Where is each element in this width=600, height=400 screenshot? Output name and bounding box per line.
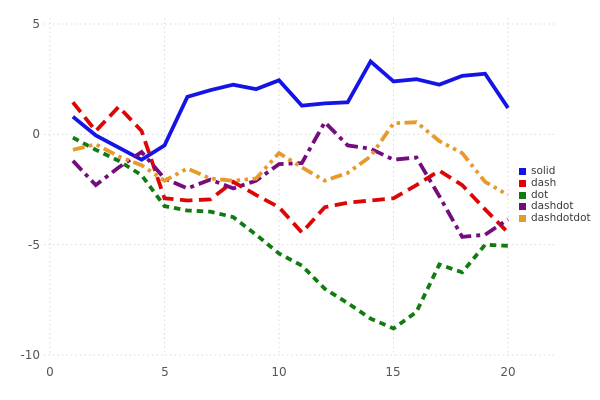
legend-label-dash: dash bbox=[531, 177, 557, 190]
x-tick-label-10: 10 bbox=[271, 365, 287, 379]
legend-item-dash: dash bbox=[519, 178, 591, 190]
legend-label-solid: solid bbox=[531, 165, 556, 178]
x-tick-label-15: 15 bbox=[385, 365, 401, 379]
dash-series-swatch-icon bbox=[519, 180, 526, 188]
y-tick-label-0: 0 bbox=[32, 127, 40, 141]
dashdotdot-series-swatch-icon bbox=[519, 215, 526, 223]
x-tick-label-5: 5 bbox=[161, 365, 169, 379]
dashdot-series-swatch-icon bbox=[519, 203, 526, 211]
legend-label-dashdotdot: dashdotdot bbox=[531, 212, 591, 225]
legend-label-dot: dot bbox=[531, 188, 549, 201]
legend-item-solid: solid bbox=[519, 166, 591, 178]
legend: solid dash dot dashdot dashdotdot bbox=[519, 166, 591, 224]
legend-item-dashdot: dashdot bbox=[519, 201, 591, 213]
gridlines bbox=[44, 18, 556, 356]
series-line-dashdot bbox=[71, 119, 510, 239]
y-tick-label--5: -5 bbox=[28, 238, 40, 252]
dot-series-swatch-icon bbox=[519, 191, 526, 199]
x-tick-label-0: 0 bbox=[46, 365, 54, 379]
y-tick-label--10: -10 bbox=[20, 348, 40, 362]
x-tick-label-20: 20 bbox=[500, 365, 516, 379]
series-line-dot bbox=[72, 135, 509, 331]
series-line-dash bbox=[71, 101, 510, 236]
series-line-dashdotdot bbox=[72, 120, 509, 197]
legend-label-dashdot: dashdot bbox=[531, 200, 574, 213]
legend-item-dot: dot bbox=[519, 189, 591, 201]
legend-item-dashdotdot: dashdotdot bbox=[519, 213, 591, 225]
solid-series-swatch-icon bbox=[519, 168, 526, 176]
y-tick-label-5: 5 bbox=[32, 17, 40, 31]
series-line-solid bbox=[71, 58, 510, 162]
